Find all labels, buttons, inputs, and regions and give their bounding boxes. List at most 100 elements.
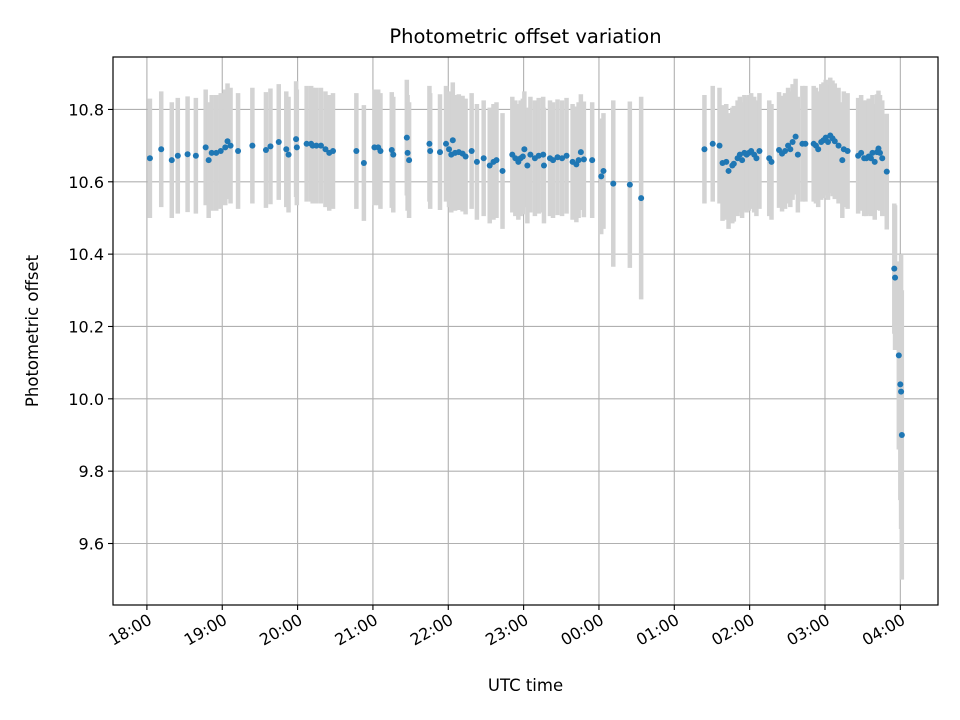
data-point: [443, 140, 450, 147]
data-point: [580, 156, 587, 163]
data-point: [787, 146, 794, 153]
y-tick-label: 9.8: [79, 462, 104, 481]
data-point: [468, 148, 475, 155]
y-tick-label: 10.4: [68, 245, 104, 264]
y-tick-label: 10.0: [68, 390, 104, 409]
data-point: [527, 151, 534, 158]
y-tick-label: 9.6: [79, 535, 104, 554]
data-point: [725, 167, 732, 174]
data-point: [293, 136, 300, 143]
data-point: [275, 139, 282, 146]
data-point: [317, 142, 324, 149]
data-point: [610, 180, 617, 187]
data-point: [390, 151, 397, 158]
data-point: [480, 155, 487, 162]
data-point: [577, 149, 584, 156]
data-point: [835, 142, 842, 149]
data-point: [293, 144, 300, 151]
data-point: [222, 144, 229, 151]
data-point: [794, 151, 801, 158]
data-point: [869, 149, 876, 156]
data-point: [217, 148, 224, 155]
data-point: [360, 159, 367, 166]
data-point: [736, 151, 743, 158]
data-point: [839, 157, 846, 164]
data-point: [730, 160, 737, 167]
data-point: [871, 158, 878, 165]
data-point: [891, 265, 898, 272]
data-point: [146, 155, 153, 162]
data-point: [831, 138, 838, 145]
data-point: [554, 154, 561, 161]
data-point: [589, 157, 596, 164]
data-point: [519, 153, 526, 160]
data-point: [626, 181, 633, 188]
data-point: [716, 142, 723, 149]
data-point: [436, 149, 443, 156]
data-point: [426, 140, 433, 147]
data-point: [753, 155, 760, 162]
data-point: [322, 146, 329, 153]
data-point: [446, 146, 453, 153]
data-point: [404, 149, 411, 156]
data-point: [739, 157, 746, 164]
chart-title: Photometric offset variation: [389, 25, 661, 48]
data-point: [897, 381, 904, 388]
data-point: [898, 388, 905, 395]
data-point: [638, 195, 645, 202]
data-point: [205, 157, 212, 164]
data-point: [825, 139, 831, 146]
data-point: [406, 157, 413, 164]
data-point: [789, 139, 796, 146]
data-point: [267, 143, 274, 150]
data-point: [521, 146, 528, 153]
data-point: [598, 173, 605, 180]
y-tick-label: 10.8: [68, 100, 104, 119]
data-point: [313, 142, 320, 149]
data-point: [462, 153, 469, 160]
data-point: [192, 152, 199, 159]
data-point: [388, 146, 395, 153]
data-point: [427, 148, 434, 155]
data-point: [892, 274, 899, 281]
data-point: [283, 146, 290, 153]
data-point: [202, 144, 209, 151]
data-point: [844, 148, 851, 155]
data-point: [208, 149, 215, 156]
data-point: [174, 152, 181, 159]
plot-frame: [112, 56, 939, 606]
data-point: [449, 137, 456, 144]
data-point: [701, 146, 708, 153]
data-point: [876, 149, 883, 156]
data-point: [709, 140, 716, 147]
data-point: [524, 162, 531, 169]
data-point: [499, 167, 506, 174]
data-point: [898, 431, 905, 438]
data-point: [486, 162, 493, 169]
data-point: [883, 168, 890, 175]
data-point: [473, 158, 480, 165]
data-point: [879, 155, 886, 162]
data-point: [792, 133, 799, 140]
data-point: [184, 151, 191, 158]
data-point: [895, 352, 902, 359]
data-point: [540, 151, 547, 158]
data-point: [575, 157, 582, 164]
data-point: [867, 155, 874, 162]
data-point: [563, 152, 570, 159]
data-point: [262, 146, 269, 153]
data-point: [493, 157, 500, 164]
data-point: [756, 148, 763, 155]
x-axis-label: UTC time: [488, 676, 563, 695]
data-point: [224, 138, 231, 145]
data-point: [782, 148, 789, 155]
data-point: [168, 157, 175, 164]
data-point: [535, 152, 542, 159]
data-point: [330, 148, 336, 155]
data-point: [227, 142, 234, 149]
data-point: [353, 148, 360, 155]
data-point: [723, 158, 730, 165]
data-point: [158, 146, 165, 153]
data-point: [550, 157, 556, 164]
